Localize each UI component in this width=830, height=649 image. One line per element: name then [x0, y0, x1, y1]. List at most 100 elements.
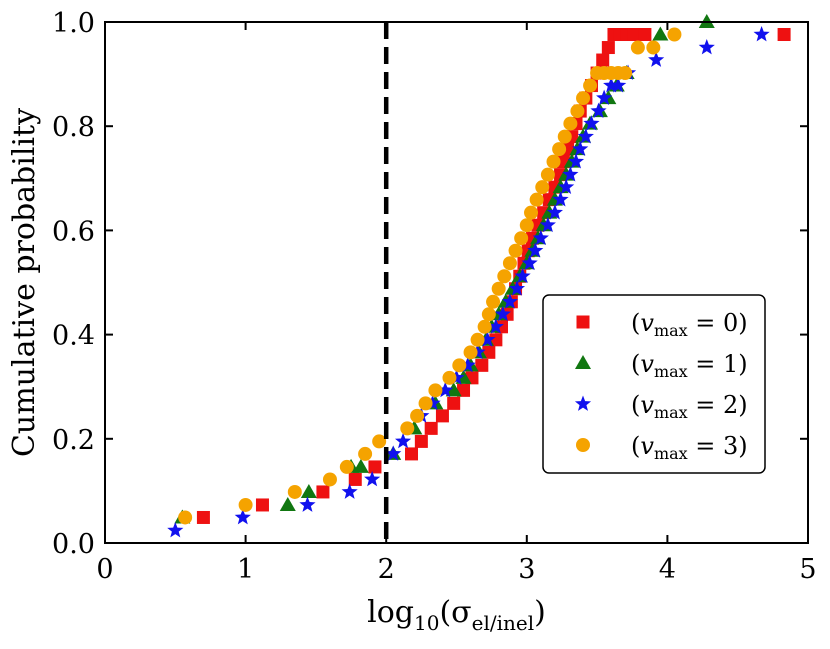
- data-point-circle: [372, 434, 387, 449]
- data-point-square: [638, 28, 652, 42]
- y-tick-label: 0.2: [52, 425, 95, 456]
- data-point-star: [501, 293, 519, 309]
- data-point-star: [539, 216, 556, 233]
- data-point-circle: [524, 205, 539, 220]
- data-point-triangle: [300, 483, 317, 498]
- data-point-circle: [287, 484, 302, 499]
- data-point-square: [627, 28, 641, 42]
- legend-entry: (vmax = 3): [576, 432, 748, 463]
- x-tick-label: 1: [237, 554, 254, 585]
- data-point-circle: [508, 243, 523, 258]
- data-point-star: [459, 356, 476, 373]
- data-point-star: [753, 26, 770, 42]
- data-point-circle: [477, 319, 492, 334]
- legend-entry: (vmax = 2): [574, 391, 748, 422]
- data-point-square: [255, 498, 269, 512]
- data-point-triangle: [279, 496, 296, 511]
- legend-box: [542, 294, 766, 474]
- data-point-circle: [576, 91, 591, 106]
- y-tick-label: 0.6: [52, 216, 95, 247]
- x-tick-label: 4: [659, 554, 676, 585]
- data-point-star: [385, 445, 402, 461]
- data-point-circle: [540, 167, 555, 182]
- axes: 0 1 2 3 4 5 0.0 0.2 0.4 0.6 0.8 1.0: [52, 8, 817, 585]
- data-point-square: [601, 41, 615, 55]
- legend-marker-triangle: [575, 355, 591, 369]
- data-point-star: [341, 483, 358, 499]
- data-point-star: [514, 267, 531, 284]
- data-point-star: [648, 51, 665, 67]
- data-point-circle: [452, 358, 467, 373]
- data-point-square: [348, 472, 362, 486]
- data-point-square: [596, 53, 610, 67]
- data-point-star: [299, 496, 316, 512]
- data-point-circle: [618, 66, 633, 81]
- data-point-star: [479, 331, 496, 347]
- data-point-circle: [667, 27, 682, 42]
- legend-label: (vmax = 2): [631, 391, 748, 422]
- data-point-square: [482, 345, 496, 359]
- data-point-star: [698, 39, 715, 55]
- data-point-star: [234, 508, 251, 525]
- data-point-square: [475, 358, 489, 372]
- data-point-star: [558, 178, 575, 195]
- data-point-circle: [630, 40, 645, 55]
- data-point-circle: [491, 281, 506, 296]
- data-point-square: [777, 28, 791, 42]
- data-point-star: [552, 191, 569, 207]
- data-point-circle: [529, 192, 544, 207]
- x-axis-label: log10(σel/inel): [367, 595, 546, 635]
- data-point-circle: [400, 421, 415, 436]
- data-point-star: [448, 369, 465, 385]
- data-point-circle: [486, 294, 501, 309]
- y-tick-label: 0.8: [52, 112, 95, 143]
- data-point-triangle: [652, 26, 669, 41]
- data-point-star: [577, 128, 594, 144]
- data-point-circle: [583, 78, 598, 93]
- data-point-circle: [463, 345, 478, 360]
- data-point-circle: [535, 180, 550, 195]
- legend-entry: (vmax = 1): [575, 350, 748, 381]
- data-point-star: [424, 394, 441, 411]
- data-point-star: [572, 140, 589, 156]
- data-point-circle: [322, 472, 337, 487]
- data-point-circle: [410, 408, 425, 423]
- data-point-star: [603, 77, 620, 93]
- legend-marker-square: [576, 315, 590, 329]
- data-point-circle: [497, 269, 512, 284]
- legend-label: (vmax = 1): [631, 350, 748, 381]
- data-point-square: [316, 485, 330, 499]
- y-tick-label: 0.0: [52, 529, 95, 560]
- data-point-circle: [646, 40, 661, 55]
- data-point-star: [546, 204, 563, 220]
- data-point-star: [596, 89, 613, 105]
- data-point-circle: [546, 154, 561, 169]
- data-point-square: [196, 510, 210, 524]
- data-point-square: [447, 396, 461, 410]
- data-point-triangle: [352, 458, 369, 473]
- data-point-star: [610, 77, 627, 93]
- x-tick-label: 5: [799, 554, 816, 585]
- data-point-star: [364, 470, 381, 487]
- x-tick-label: 3: [518, 554, 535, 585]
- data-point-star: [167, 522, 184, 538]
- data-point-star: [583, 115, 600, 131]
- legend-label: (vmax = 3): [631, 432, 748, 463]
- data-point-circle: [519, 218, 534, 233]
- data-point-circle: [238, 497, 253, 512]
- legend-label: (vmax = 0): [631, 309, 748, 340]
- data-point-circle: [339, 459, 354, 474]
- data-point-circle: [481, 307, 496, 322]
- data-point-star: [521, 254, 538, 271]
- legend: (vmax = 0) (vmax = 1) (vmax = 2) (vmax = 3): [542, 294, 766, 474]
- legend-entry: (vmax = 0): [576, 309, 748, 340]
- data-point-square: [414, 434, 428, 448]
- legend-marker-star: [574, 395, 592, 411]
- data-point-star: [532, 229, 549, 246]
- data-point-star: [527, 242, 544, 258]
- data-point-star: [487, 318, 504, 334]
- data-point-square: [368, 460, 382, 474]
- data-point-triangle: [445, 382, 462, 397]
- data-point-circle: [552, 142, 567, 157]
